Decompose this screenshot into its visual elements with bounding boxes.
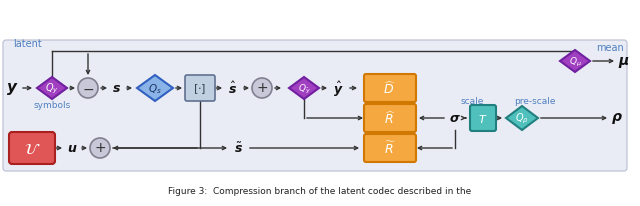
FancyBboxPatch shape <box>470 105 496 131</box>
Text: $\widetilde{R}$: $\widetilde{R}$ <box>384 140 396 156</box>
Text: $Q_\mu$: $Q_\mu$ <box>568 55 581 68</box>
Text: $\boldsymbol{\rho}$: $\boldsymbol{\rho}$ <box>611 111 623 126</box>
FancyBboxPatch shape <box>9 132 55 164</box>
Circle shape <box>90 138 110 158</box>
Text: $\boldsymbol{y}$: $\boldsymbol{y}$ <box>6 81 19 97</box>
Text: $\widehat{R}$: $\widehat{R}$ <box>384 110 396 127</box>
Polygon shape <box>506 107 538 130</box>
Text: pre-scale: pre-scale <box>515 97 556 106</box>
Polygon shape <box>289 78 319 99</box>
Text: $Q_y$: $Q_y$ <box>45 81 59 96</box>
Circle shape <box>78 79 98 98</box>
Text: $\mathcal{U}$: $\mathcal{U}$ <box>24 141 40 156</box>
FancyBboxPatch shape <box>364 75 416 103</box>
Text: $[\cdot]$: $[\cdot]$ <box>193 82 207 95</box>
Text: Figure 3:  Compression branch of the latent codec described in the: Figure 3: Compression branch of the late… <box>168 187 472 195</box>
FancyBboxPatch shape <box>364 104 416 132</box>
Text: $\widehat{D}$: $\widehat{D}$ <box>383 80 397 97</box>
Text: $-$: $-$ <box>82 81 94 95</box>
Text: latent: latent <box>13 39 42 49</box>
Text: $+$: $+$ <box>94 141 106 155</box>
Text: $\boldsymbol{s}$: $\boldsymbol{s}$ <box>113 82 122 95</box>
Text: mean: mean <box>596 43 624 53</box>
Text: $Q_s$: $Q_s$ <box>148 82 162 95</box>
Text: $Q_{\hat{y}}$: $Q_{\hat{y}}$ <box>298 82 310 95</box>
Text: $\hat{\boldsymbol{y}}$: $\hat{\boldsymbol{y}}$ <box>333 79 343 98</box>
FancyBboxPatch shape <box>364 134 416 162</box>
Text: $\boldsymbol{\sigma}$: $\boldsymbol{\sigma}$ <box>449 112 461 125</box>
Text: $\boldsymbol{u}$: $\boldsymbol{u}$ <box>67 142 77 155</box>
FancyBboxPatch shape <box>3 41 627 171</box>
FancyBboxPatch shape <box>185 76 215 102</box>
Text: scale: scale <box>460 97 484 106</box>
Polygon shape <box>37 78 67 99</box>
Text: $\boldsymbol{\mu}$: $\boldsymbol{\mu}$ <box>618 54 630 69</box>
Polygon shape <box>137 76 173 102</box>
Polygon shape <box>560 51 590 73</box>
Text: $\tilde{\boldsymbol{s}}$: $\tilde{\boldsymbol{s}}$ <box>234 141 243 156</box>
Text: $\hat{\boldsymbol{s}}$: $\hat{\boldsymbol{s}}$ <box>228 81 237 97</box>
Text: $T$: $T$ <box>478 112 488 124</box>
Text: $Q_\rho$: $Q_\rho$ <box>515 111 529 126</box>
Text: $+$: $+$ <box>256 81 268 95</box>
Text: symbols: symbols <box>33 101 70 110</box>
Circle shape <box>252 79 272 98</box>
